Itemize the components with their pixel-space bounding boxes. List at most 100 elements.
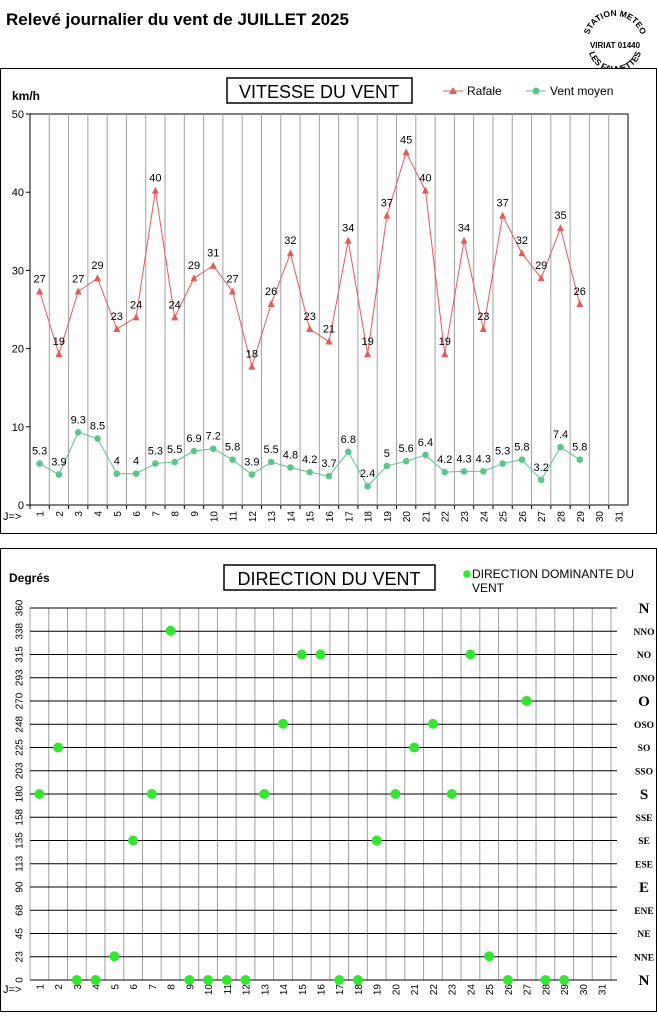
data-label: 29 [535,260,547,272]
data-label: 34 [342,223,354,235]
data-label: 4 [133,456,139,468]
x-tick-label: 29 [560,984,571,996]
data-point-rafale [171,313,179,321]
data-point-vent-moyen [55,471,63,478]
direction-chart: 0234568901131351581802032252482702933153… [3,564,655,996]
compass-label: E [639,880,649,896]
data-point-rafale [36,287,44,295]
x-tick-label: 18 [364,511,375,523]
y-tick-label: 360 [15,599,26,616]
data-point-vent-moyen [36,460,43,467]
x-tick-label: 15 [306,511,317,523]
station-stamp: STATION METEO VIRIAT 01440 LES FAUVETTES [581,8,648,74]
y-tick-label: 0 [18,500,24,512]
data-label: 27 [34,274,46,286]
data-point-rafale [460,236,468,244]
chart-title-box [226,77,413,104]
data-point-rafale [325,337,333,345]
compass-label: ONO [633,674,655,684]
compass-label: NO [637,651,651,661]
data-point-rafale [55,350,63,358]
x-tick-label: 17 [344,511,355,523]
data-point-rafale [248,362,256,370]
data-label: 21 [323,324,335,336]
data-point-rafale [537,274,545,282]
x-tick-label: 2 [54,984,65,990]
data-point-rafale [229,287,237,295]
compass-label: SSO [635,767,653,777]
data-label: 5.6 [399,443,414,455]
data-point-direction [315,649,326,660]
x-tick-label: 25 [485,984,496,996]
data-label: 19 [439,336,451,348]
data-label: 4.2 [437,454,452,466]
legend-marker-circle [532,87,540,95]
data-label: 6.9 [186,433,201,445]
x-tick-label: 7 [151,511,162,517]
data-point-vent-moyen [537,476,545,484]
data-label: 19 [53,336,65,348]
compass-label: NNE [634,953,654,963]
y-tick-label: 158 [15,808,26,825]
data-point-rafale [209,261,217,269]
y-tick-label: 135 [15,832,26,849]
data-point-direction [34,789,45,799]
data-point-rafale [556,224,564,232]
legend-marker-triangle [449,87,457,94]
data-label: 32 [284,235,296,247]
x-tick-label: 14 [286,511,297,523]
x-tick-label: 18 [354,984,365,996]
data-point-vent-moyen [576,456,584,463]
x-tick-label: 21 [421,511,432,523]
data-label: 9.3 [71,414,86,426]
data-label: 34 [458,223,470,235]
data-point-direction [109,951,120,962]
x-tick-label: 23 [448,984,459,996]
y-tick-label: 10 [12,422,24,434]
y-tick-label: 20 [12,344,24,356]
x-tick-label: 30 [579,984,590,996]
y-tick-label: 45 [15,928,26,940]
data-point-vent-moyen [364,482,371,490]
data-label: 4.2 [302,454,317,466]
compass-label: S [640,787,648,803]
data-label: 3.7 [321,458,336,470]
data-point-vent-moyen [74,428,82,436]
data-label: 26 [265,286,277,298]
data-point-vent-moyen [132,470,140,478]
x-tick-label: 27 [537,511,548,523]
y-tick-label: 30 [12,265,24,277]
data-point-rafale [364,350,372,358]
data-label: 32 [516,235,528,247]
data-point-direction [90,975,101,985]
y-tick-label: 293 [15,669,26,686]
data-point-vent-moyen [209,445,217,452]
data-point-rafale [151,186,159,194]
x-tick-label: 30 [595,511,606,523]
data-point-direction [203,975,214,985]
x-tick-label: 9 [190,511,201,517]
compass-label: SE [638,837,650,847]
x-tick-label: 14 [279,984,290,996]
data-point-vent-moyen [383,462,391,470]
data-point-rafale [190,274,198,282]
x-tick-label: 4 [94,511,105,517]
x-tick-label: 4 [92,984,103,990]
x-tick-label: 15 [298,984,309,996]
x-tick-label: 24 [466,984,477,996]
data-point-direction [540,975,551,985]
data-point-direction [221,975,232,985]
compass-label: ENE [634,907,654,917]
data-label: 5.8 [572,442,587,454]
y-tick-label: 0 [15,977,26,983]
y-tick-label: 270 [15,692,26,709]
x-tick-label: 21 [410,984,421,996]
data-point-vent-moyen [480,468,487,475]
x-tick-label: 3 [73,984,84,990]
data-point-vent-moyen [402,457,410,465]
plot-area [29,113,629,506]
x-tick-label: 19 [373,984,384,996]
x-axis-label: J=> [3,984,21,996]
x-tick-label: 23 [460,511,471,523]
